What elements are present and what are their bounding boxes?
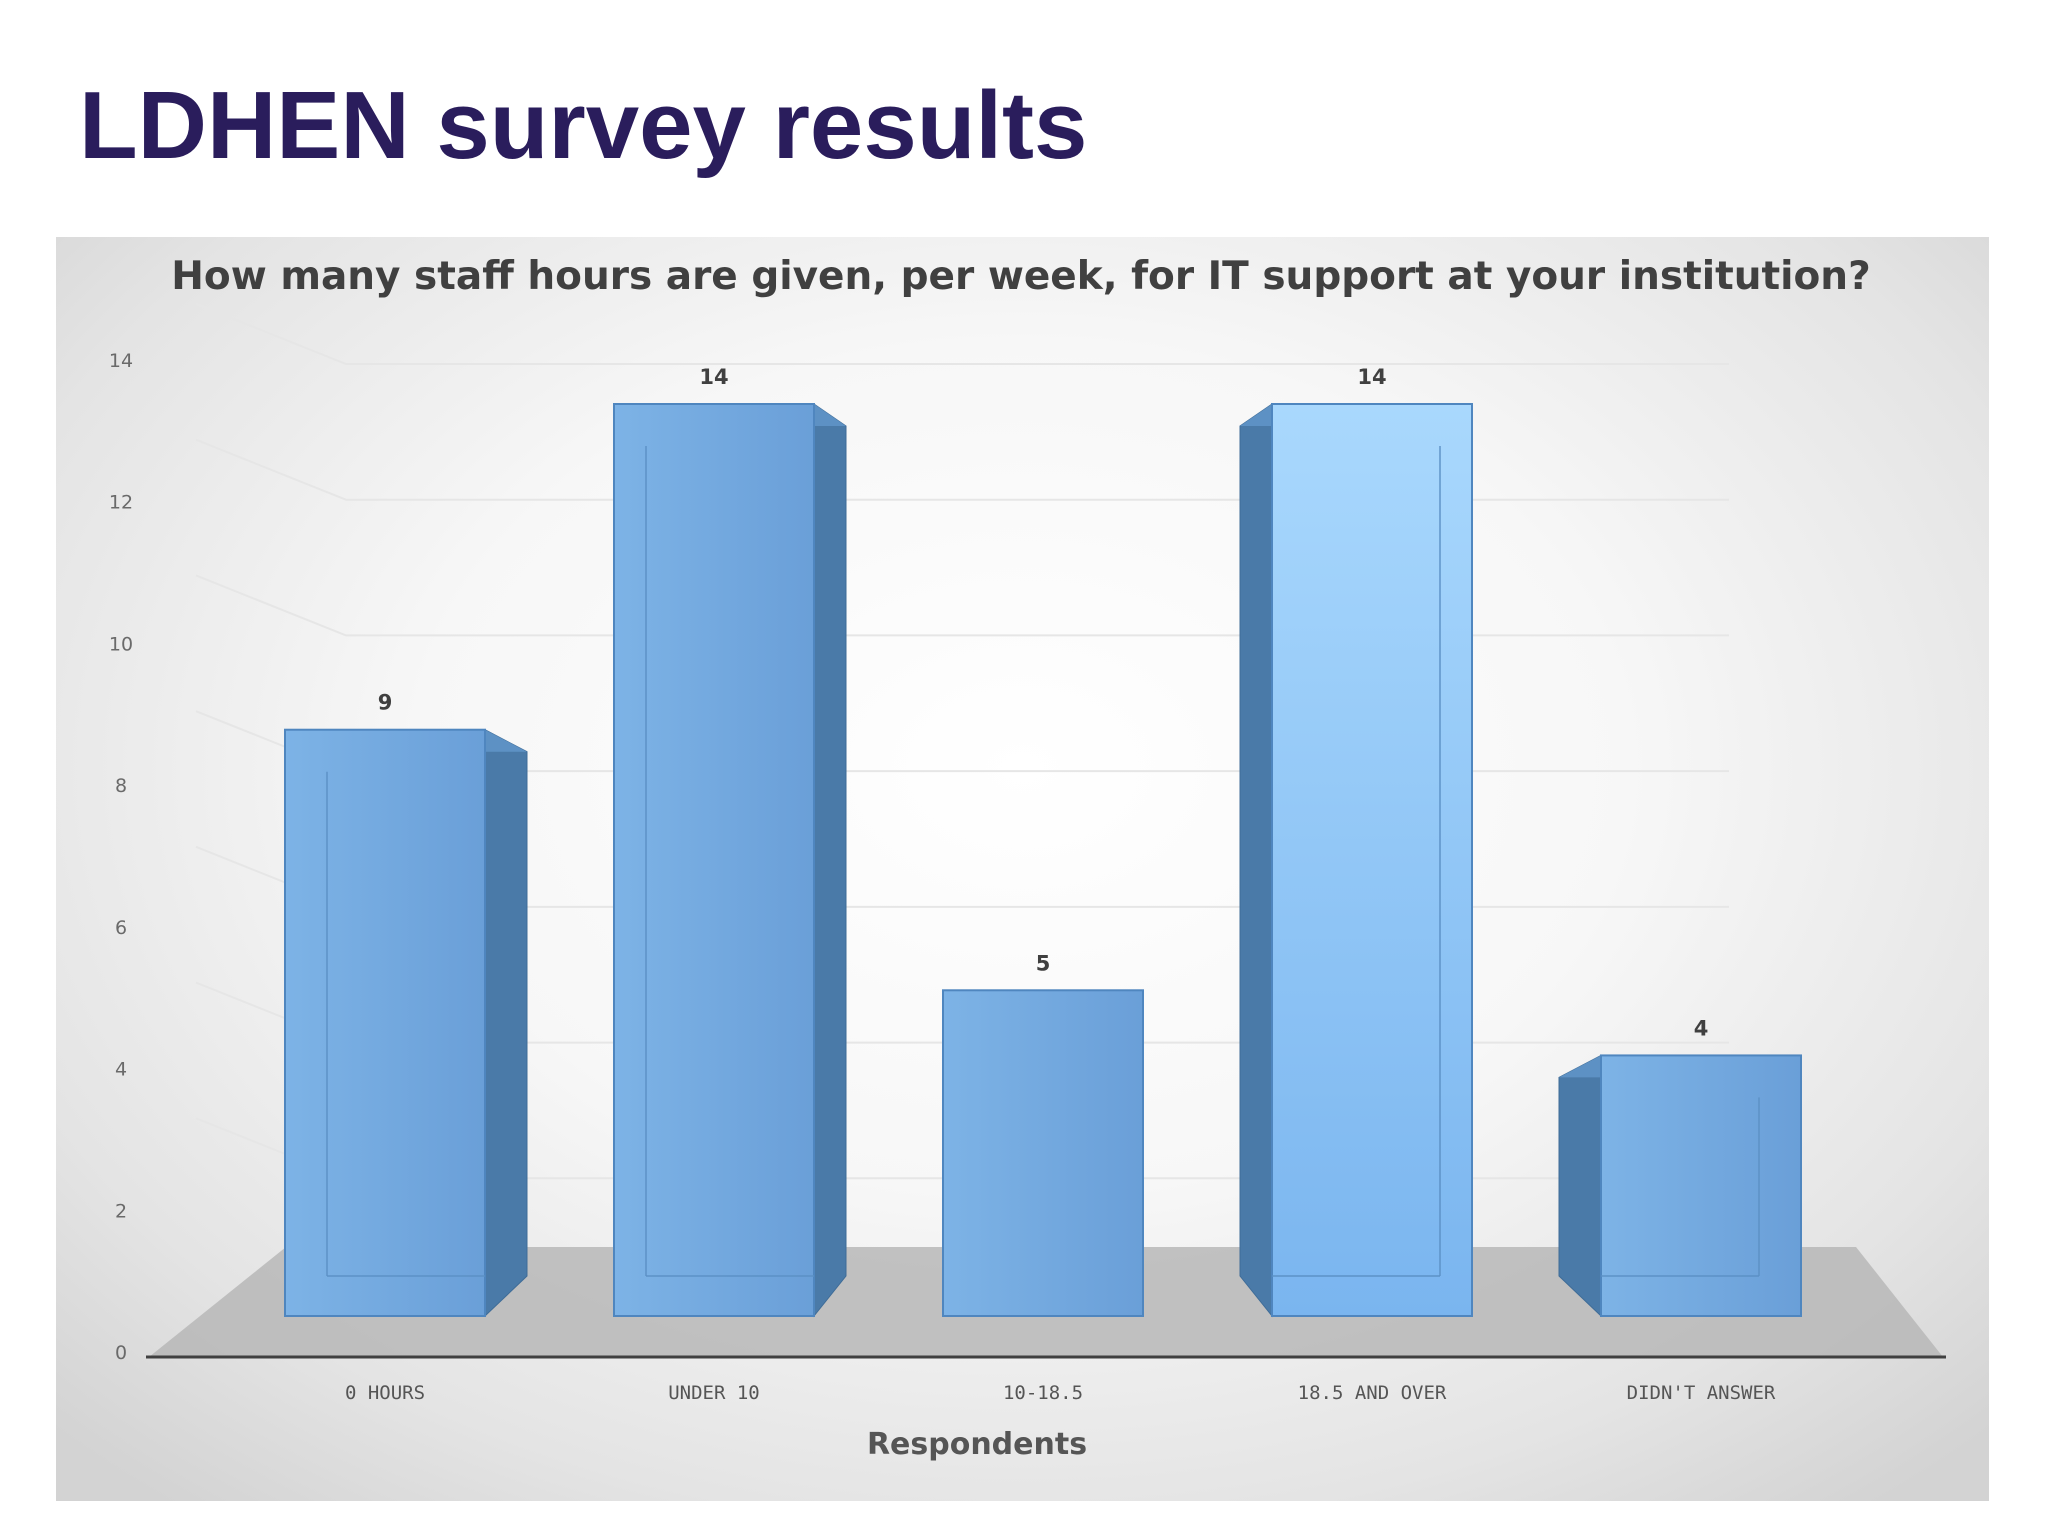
y-tick-label: 8: [115, 775, 127, 797]
y-axis-ticks: 0 2 4 6 8 10 12 14: [109, 350, 133, 1364]
slide-title: LDHEN survey results: [79, 72, 1088, 179]
bar-side-face: [1239, 403, 1273, 1318]
category-label: 0 HOURS: [345, 1382, 425, 1404]
category-label: DIDN'T ANSWER: [1627, 1382, 1776, 1404]
x-axis-title: Respondents: [867, 1427, 1087, 1462]
bar-front-face: [1600, 1054, 1802, 1318]
bar-side-face: [1558, 1054, 1602, 1318]
y-tick-label: 6: [115, 917, 127, 939]
data-label: 5: [1036, 951, 1051, 975]
bar-chart: How many staff hours are given, per week…: [109, 254, 1946, 1462]
bar-front-face: [613, 403, 815, 1317]
bar: [1558, 1054, 1802, 1318]
data-label: 14: [1357, 365, 1386, 389]
data-label: 4: [1694, 1016, 1709, 1040]
category-labels: 0 HOURS UNDER 10 10-18.5 18.5 AND OVER DIDN'…: [345, 1382, 1776, 1404]
y-tick-label: 0: [115, 1342, 127, 1364]
y-tick-label: 12: [109, 492, 133, 514]
y-tick-label: 2: [115, 1200, 127, 1222]
bar-front-face: [284, 728, 486, 1317]
bar: [613, 403, 847, 1318]
bar-side-face: [813, 403, 847, 1318]
bar: [942, 989, 1144, 1317]
gridline: [195, 438, 1729, 501]
bar-front-face: [942, 989, 1144, 1317]
chart-panel: How many staff hours are given, per week…: [56, 237, 1989, 1501]
data-label: 9: [378, 691, 393, 715]
data-label: 14: [699, 365, 728, 389]
gridline: [195, 574, 1729, 637]
y-tick-label: 14: [109, 350, 133, 372]
gridline: [195, 303, 1729, 365]
chart-title: How many staff hours are given, per week…: [171, 254, 1870, 299]
category-label: 10-18.5: [1003, 1382, 1083, 1404]
bar-side-face: [484, 728, 528, 1318]
category-label: UNDER 10: [668, 1382, 760, 1404]
category-label: 18.5 AND OVER: [1298, 1382, 1447, 1404]
y-tick-label: 10: [109, 633, 133, 655]
bars: [284, 403, 1802, 1318]
bar: [284, 728, 528, 1318]
bar: [1239, 403, 1473, 1318]
bar-front-face: [1271, 403, 1473, 1317]
data-labels: 9 14 5 14 4: [378, 365, 1709, 1040]
y-tick-label: 4: [115, 1059, 127, 1081]
